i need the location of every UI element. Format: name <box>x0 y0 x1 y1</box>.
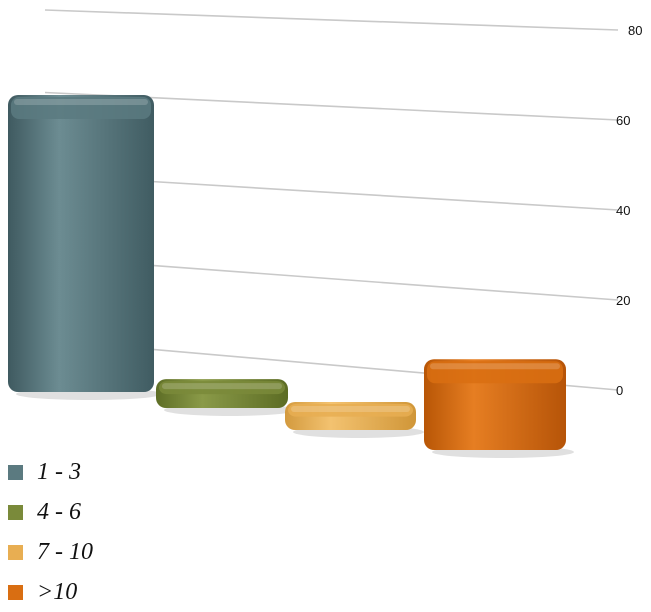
y-tick-label: 20 <box>616 293 630 308</box>
legend-item: >10 <box>8 572 308 612</box>
y-tick-label: 0 <box>616 383 623 398</box>
legend-swatch <box>8 584 23 600</box>
bar <box>424 359 574 458</box>
y-tick-label: 40 <box>616 203 630 218</box>
y-tick-label: 60 <box>616 113 630 128</box>
legend-item: 4 - 6 <box>8 492 308 532</box>
y-axis-ticks: 0 20 40 60 80 <box>616 23 642 398</box>
legend-swatch <box>8 464 23 480</box>
bar-chart: 0 20 40 60 80 <box>8 9 642 458</box>
bars <box>8 95 574 458</box>
legend-label: 4 - 6 <box>37 498 81 525</box>
legend: 1 - 3 4 - 6 7 - 10 >10 <box>8 452 308 612</box>
y-tick-label: 80 <box>628 23 642 38</box>
legend-label: >10 <box>37 578 78 605</box>
bar <box>8 95 162 400</box>
legend-item: 1 - 3 <box>8 452 308 492</box>
legend-swatch <box>8 544 23 560</box>
legend-label: 1 - 3 <box>37 458 81 485</box>
bar <box>156 379 296 416</box>
gridline <box>44 9 619 31</box>
legend-item: 7 - 10 <box>8 532 308 572</box>
legend-swatch <box>8 504 23 520</box>
bar <box>285 402 424 438</box>
legend-label: 7 - 10 <box>37 538 93 565</box>
